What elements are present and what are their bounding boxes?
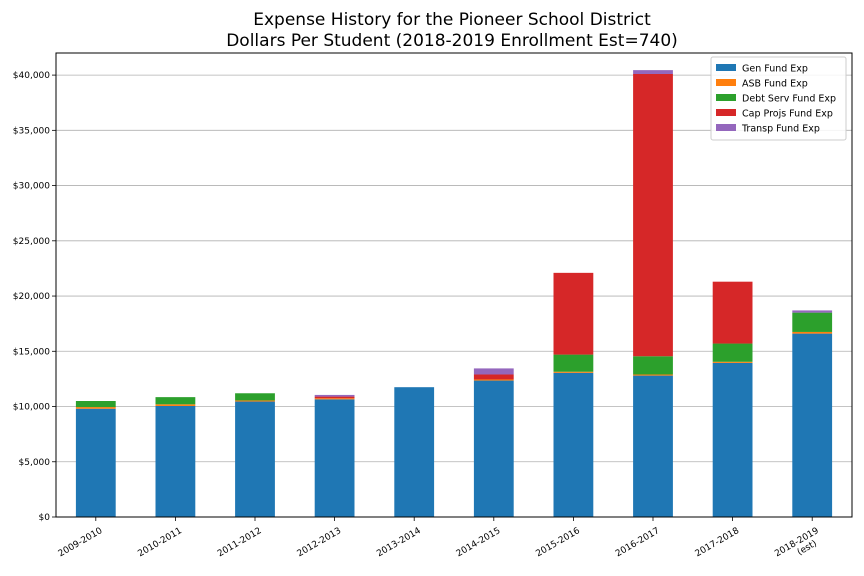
bar-segment xyxy=(712,362,753,517)
bar-segment xyxy=(314,399,355,517)
legend-swatch xyxy=(716,79,736,86)
bar-segment xyxy=(473,374,514,380)
x-tick-label: 2009-2010 xyxy=(57,526,105,559)
bar-segment xyxy=(473,380,514,517)
x-tick-label: 2012-2013 xyxy=(296,526,343,559)
x-tick-label: 2010-2011 xyxy=(136,526,183,559)
y-tick-label: $25,000 xyxy=(13,237,50,247)
legend-swatch xyxy=(716,124,736,131)
bar-segment xyxy=(553,272,594,355)
y-tick-label: $15,000 xyxy=(13,347,50,357)
bar-segment xyxy=(792,331,833,334)
x-tick-label-line: 2017-2018 xyxy=(694,526,742,559)
legend-label: Transp Fund Exp xyxy=(741,124,820,135)
y-tick-label: $40,000 xyxy=(13,71,50,81)
bar-segment xyxy=(155,404,196,406)
legend-swatch xyxy=(716,109,736,116)
bar-segment xyxy=(553,371,594,373)
legend-label: Cap Projs Fund Exp xyxy=(742,109,833,120)
chart-subtitle: Dollars Per Student (2018-2019 Enrollmen… xyxy=(226,31,678,51)
legend-label: Gen Fund Exp xyxy=(742,64,808,75)
bars xyxy=(75,70,833,517)
y-tick-label: $10,000 xyxy=(13,403,50,413)
y-tick-label: $30,000 xyxy=(13,182,50,192)
y-tick-label: $35,000 xyxy=(13,126,50,136)
legend-box xyxy=(710,56,847,141)
bar-segment xyxy=(712,343,753,362)
x-tick-label: 2017-2018 xyxy=(694,526,742,559)
x-tick-label-line: 2013-2014 xyxy=(375,526,423,559)
x-tick-label-line: 2011-2012 xyxy=(216,526,263,559)
bar-segment xyxy=(553,354,594,372)
x-axis: 2009-2010 2010-2011 2011-2012 2012-2013 2013… xyxy=(57,517,821,559)
x-tick-label: 2013-2014 xyxy=(375,526,423,559)
bar-segment xyxy=(633,375,673,517)
y-tick-label: $5,000 xyxy=(19,458,51,468)
y-tick-label: $0 xyxy=(39,513,51,523)
legend: Gen Fund Exp ASB Fund Exp Debt Serv Fund E… xyxy=(710,56,847,141)
bar-segment xyxy=(75,407,116,409)
x-tick-label-line: 2016-2017 xyxy=(614,526,661,559)
x-tick-label-line: 2010-2011 xyxy=(136,526,183,559)
y-tick-label: $20,000 xyxy=(13,292,50,302)
bar-segment xyxy=(712,361,753,363)
bar-segment xyxy=(75,401,116,408)
x-tick-label: 2014-2015 xyxy=(455,526,502,559)
legend-label: ASB Fund Exp xyxy=(742,79,808,90)
bar-segment xyxy=(75,408,116,517)
bar-segment xyxy=(314,398,355,400)
x-tick-label: 2018-2019(est) xyxy=(773,526,821,559)
bar-segment xyxy=(394,387,435,517)
x-tick-label: 2011-2012 xyxy=(216,526,263,559)
legend-swatch xyxy=(716,94,736,101)
chart-title: Expense History for the Pioneer School D… xyxy=(253,10,651,30)
bar-segment xyxy=(473,368,514,375)
x-tick-label-line: 2009-2010 xyxy=(57,526,105,559)
bar-segment xyxy=(473,379,514,381)
bar-segment xyxy=(633,374,673,376)
bar-segment xyxy=(792,312,833,332)
x-tick-label: 2015-2016 xyxy=(534,526,582,559)
bar-segment xyxy=(792,310,833,313)
bar-segment xyxy=(235,400,275,402)
bar-segment xyxy=(633,70,673,74)
bar-segment xyxy=(155,405,196,517)
bar-segment xyxy=(633,356,673,375)
bar-segment xyxy=(235,401,275,517)
bar-segment xyxy=(553,372,594,517)
x-tick-label-line: 2015-2016 xyxy=(534,526,582,559)
bar-segment xyxy=(314,394,355,397)
x-tick-label-line: 2012-2013 xyxy=(296,526,343,559)
bar-segment xyxy=(792,333,833,517)
bar-segment xyxy=(155,397,196,405)
bar-segment xyxy=(633,73,673,357)
plot-area-frame xyxy=(55,52,853,518)
bar-segment xyxy=(235,393,275,401)
bar-segment xyxy=(314,396,355,399)
y-axis: $0 $5,000 $10,000 $15,000 $20,000 $25,000 $30,… xyxy=(13,71,56,523)
x-tick-label: 2016-2017 xyxy=(614,526,661,559)
bar-segment xyxy=(712,281,753,344)
x-tick-label-line: 2014-2015 xyxy=(455,526,502,559)
legend-swatch xyxy=(716,64,736,71)
legend-label: Debt Serv Fund Exp xyxy=(742,94,836,105)
